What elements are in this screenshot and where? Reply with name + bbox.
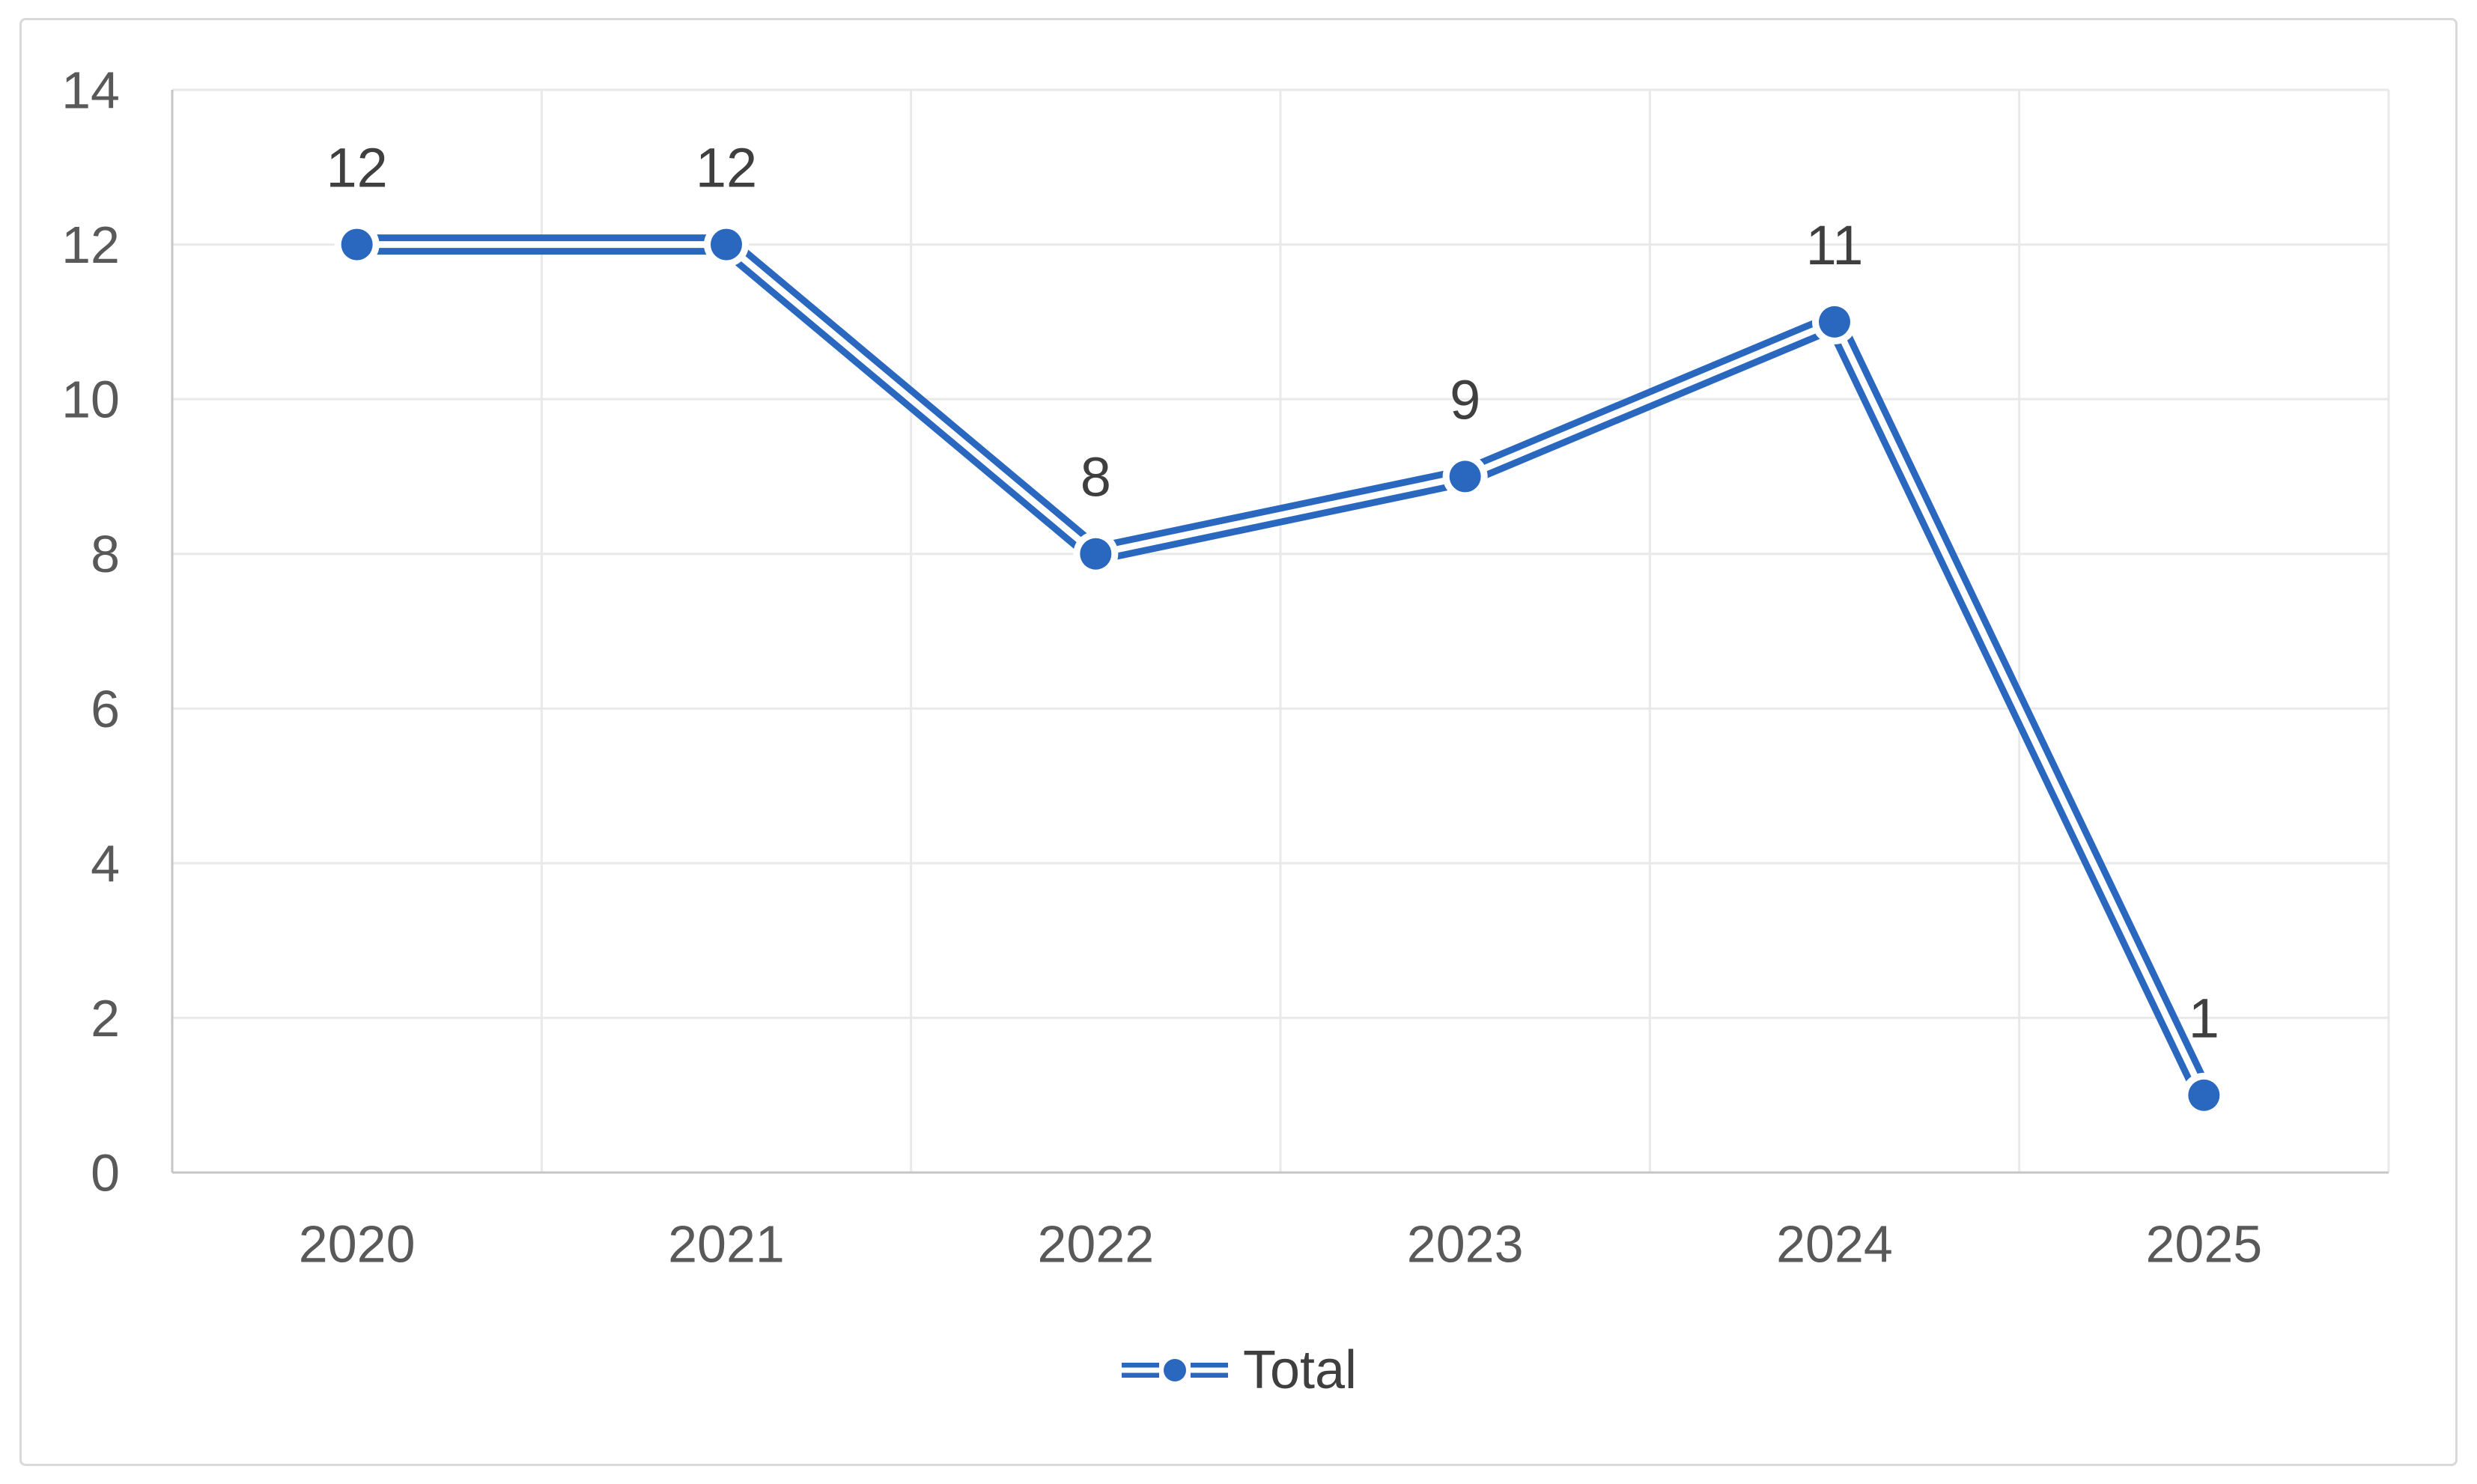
data-point-marker [2188, 1079, 2220, 1111]
y-tick-label: 14 [61, 61, 120, 120]
data-point-marker [711, 228, 742, 261]
data-label: 8 [1081, 446, 1111, 508]
y-tick-label: 6 [91, 680, 120, 738]
y-tick-label: 12 [61, 216, 120, 274]
data-label: 12 [326, 136, 388, 198]
y-tick-label: 10 [61, 371, 120, 429]
data-label: 9 [1450, 368, 1480, 431]
x-tick-label: 2022 [1037, 1215, 1154, 1274]
data-point-marker [1449, 460, 1481, 493]
legend-total-swatch [1121, 1359, 1228, 1381]
legend-total-label: Total [1242, 1340, 1358, 1400]
y-tick-label: 8 [91, 525, 120, 583]
data-label: 12 [696, 136, 757, 198]
data-label: 1 [2189, 988, 2219, 1050]
x-tick-label: 2020 [299, 1215, 416, 1274]
y-tick-label: 0 [91, 1144, 120, 1202]
x-tick-label: 2023 [1407, 1215, 1524, 1274]
data-point-marker [1080, 538, 1112, 570]
series-line-core [353, 241, 2207, 1099]
data-point-marker [1819, 305, 1850, 338]
x-tick-label: 2024 [1776, 1215, 1893, 1274]
chart-legend: Total [0, 1343, 2477, 1397]
data-label: 11 [1806, 214, 1864, 276]
x-tick-label: 2021 [668, 1215, 785, 1274]
x-tick-label: 2025 [2145, 1215, 2262, 1274]
chart-frame [19, 18, 2458, 1466]
data-point-marker [341, 228, 373, 261]
y-tick-label: 2 [91, 989, 120, 1047]
legend-marker-icon [1163, 1359, 1186, 1381]
y-tick-label: 4 [91, 834, 120, 892]
